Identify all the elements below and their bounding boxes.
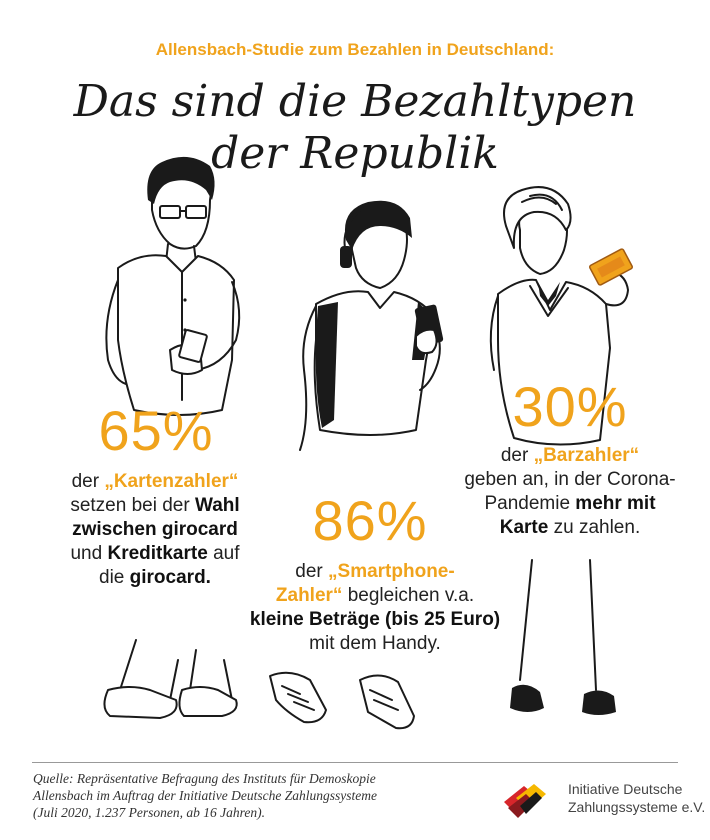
- stat-card-line2b: Wahl: [194, 495, 240, 516]
- source-line-1: Quelle: Repräsentative Befragung des Ins…: [33, 771, 376, 786]
- stat-card-line4c: auf: [207, 543, 240, 564]
- stat-card-percent: 65%: [98, 399, 214, 462]
- stat-card-line5a: die: [99, 567, 130, 588]
- stat-cash-line3a: Pandemie: [484, 493, 576, 514]
- logo-line-2: Zahlungssysteme e.V.: [568, 799, 706, 815]
- source-line-2: Allensbach im Auftrag der Initiative Deu…: [33, 788, 377, 803]
- man-with-card-illustration: [103, 156, 241, 719]
- stat-smartphone-type-a: „Smartphone-: [328, 561, 455, 582]
- logo-text: Initiative Deutsche Zahlungssysteme e.V.: [568, 780, 705, 816]
- stat-card-type: „Kartenzahler“: [104, 471, 239, 492]
- stat-smartphone-line3: kleine Beträge (bis 25 Euro): [249, 609, 501, 630]
- stat-card-description: der „Kartenzahler“ setzen bei der Wahl z…: [30, 470, 280, 590]
- stat-smartphone-line2: begleichen v.a.: [342, 585, 475, 606]
- stat-card-line4a: und: [70, 543, 108, 564]
- stat-smartphone-line4: mit dem Handy.: [309, 633, 441, 654]
- source-line-3: (Juli 2020, 1.237 Personen, ab 16 Jahren…: [33, 805, 265, 820]
- stat-card-line3: zwischen girocard: [72, 519, 238, 540]
- stat-smartphone-description: der „Smartphone- Zahler“ begleichen v.a.…: [230, 560, 520, 656]
- teen-with-phone-illustration: [269, 200, 444, 730]
- logo-line-1: Initiative Deutsche: [568, 781, 683, 797]
- stat-card-line2a: setzen bei der: [70, 495, 195, 516]
- page-title: Das sind die Bezahltypen der Republik: [0, 76, 710, 180]
- stat-card-pre: der: [71, 471, 105, 492]
- ids-logo-icon: [504, 784, 546, 818]
- stat-cash-description: der „Barzahler“ geben an, in der Corona-…: [440, 444, 700, 540]
- stat-smartphone-type-b: Zahler“: [275, 585, 343, 606]
- title-line-2: der Republik: [211, 128, 499, 179]
- stat-cash-type: „Barzahler“: [533, 445, 640, 466]
- stat-cash-line4a: Karte: [499, 517, 549, 538]
- stat-cash-line3b: mehr mit: [575, 493, 656, 514]
- stat-cash-line2: geben an, in der Corona-: [464, 469, 676, 490]
- stat-cash-line4b: zu zahlen.: [548, 517, 641, 538]
- stat-smartphone-percent: 86%: [312, 489, 428, 552]
- stat-cash-pre: der: [500, 445, 534, 466]
- kicker: Allensbach-Studie zum Bezahlen in Deutsc…: [155, 40, 555, 59]
- stat-smartphone-pre: der: [295, 561, 329, 582]
- source-note: Quelle: Repräsentative Befragung des Ins…: [33, 770, 453, 821]
- footer-divider: [32, 762, 678, 763]
- stat-card-line5b: girocard.: [129, 567, 211, 588]
- title-line-1: Das sind die Bezahltypen: [73, 76, 637, 127]
- woman-with-cash-illustration: [489, 186, 633, 715]
- stat-cash-percent: 30%: [512, 375, 628, 438]
- stat-card-line4b: Kreditkarte: [107, 543, 208, 564]
